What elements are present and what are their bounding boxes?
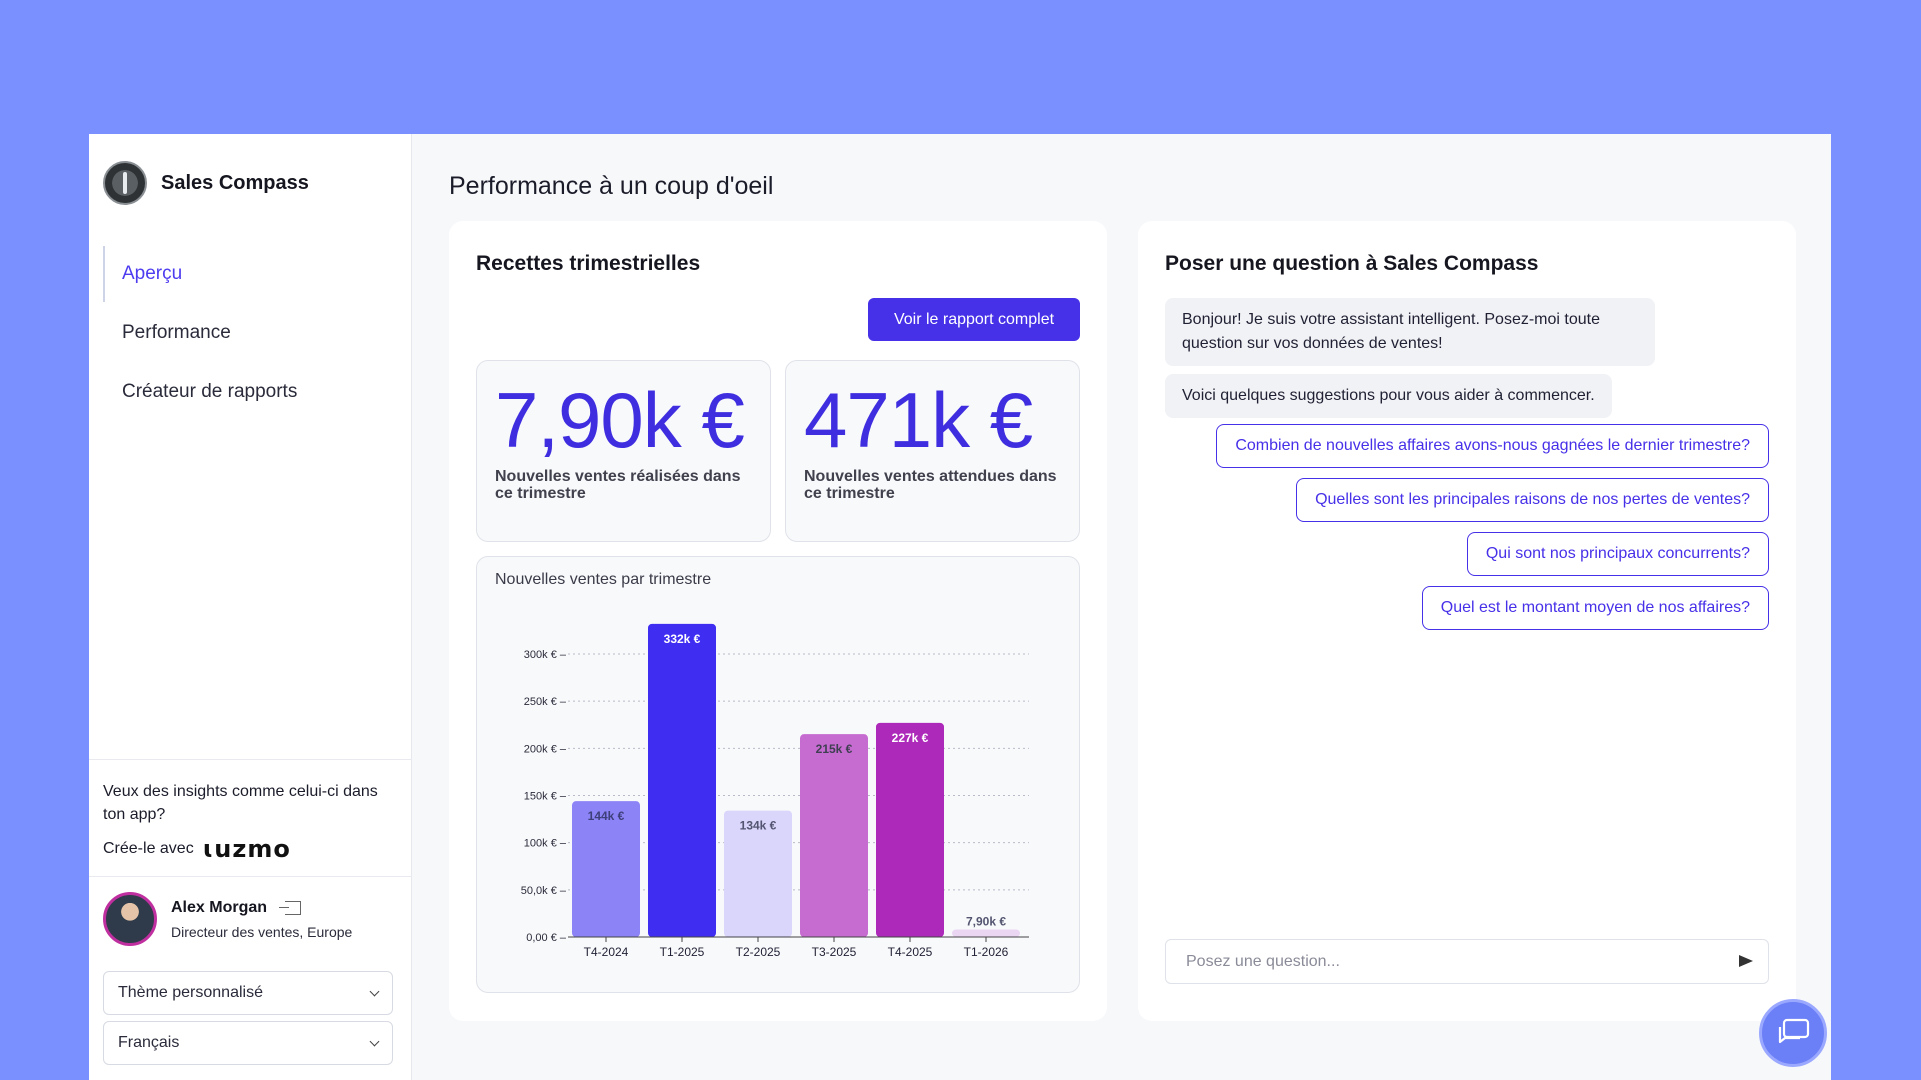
sales-chart: Nouvelles ventes par trimestre 0,00 € – 5… xyxy=(476,556,1080,993)
chart-title: Nouvelles ventes par trimestre xyxy=(495,571,712,588)
kpi-realized: 7,90k € Nouvelles ventes réalisées dans … xyxy=(476,360,771,542)
chat-card: Poser une question à Sales Compass Bonjo… xyxy=(1138,221,1796,1021)
brand-name: Sales Compass xyxy=(161,171,309,194)
kpi-realized-label: Nouvelles ventes réalisées dans ce trime… xyxy=(495,468,741,502)
kpi-expected-label: Nouvelles ventes attendues dans ce trime… xyxy=(804,468,1057,502)
data-label: 227k € xyxy=(892,731,929,745)
question-input[interactable] xyxy=(1165,939,1769,984)
avatar xyxy=(103,892,157,946)
suggestion-chip[interactable]: Combien de nouvelles affaires avons-nous… xyxy=(1216,424,1769,468)
chevron-down-icon xyxy=(369,986,380,996)
y-tick-label: 300k € – xyxy=(524,649,567,661)
y-tick-label: 200k € – xyxy=(524,743,567,755)
theme-select-value: Thème personnalisé xyxy=(118,984,263,1001)
x-tick-label: T4-2024 xyxy=(584,945,629,959)
x-tick-label: T4-2025 xyxy=(888,945,933,959)
chart-bar xyxy=(572,801,640,937)
compass-logo-icon xyxy=(103,161,147,205)
x-tick-label: T2-2025 xyxy=(736,945,781,959)
main-content: Performance à un coup d'oeil Recettes tr… xyxy=(412,134,1831,1080)
sidebar-item-report-builder[interactable]: Créateur de rapports xyxy=(122,381,298,402)
user-profile: Alex Morgan Directeur des ventes, Europe xyxy=(103,892,352,946)
user-name-row: Alex Morgan xyxy=(171,899,352,917)
promo-text: Veux des insights comme celui-ci dans to… xyxy=(103,783,378,823)
view-report-button[interactable]: Voir le rapport complet xyxy=(868,298,1080,341)
user-role: Directeur des ventes, Europe xyxy=(171,923,353,940)
revenue-card: Recettes trimestrielles Voir le rapport … xyxy=(449,221,1107,1021)
chat-title: Poser une question à Sales Compass xyxy=(1165,252,1539,275)
sidebar-nav: Aperçu Performance Créateur de rapports xyxy=(103,246,393,423)
chart-bar xyxy=(800,734,868,937)
chart-bar xyxy=(724,810,792,937)
page-title: Performance à un coup d'oeil xyxy=(449,172,774,200)
luzmo-logo[interactable]: ɩuzmo xyxy=(202,835,291,863)
chevron-down-icon xyxy=(369,1036,380,1046)
chat-bubbles-icon xyxy=(1778,1018,1810,1044)
y-tick-label: 100k € – xyxy=(524,838,567,850)
y-tick-label: 250k € – xyxy=(524,696,567,708)
chart-bar xyxy=(952,929,1020,937)
chart-bar xyxy=(876,722,944,937)
theme-select[interactable]: Thème personnalisé xyxy=(103,971,393,1015)
x-tick-label: T3-2025 xyxy=(812,945,857,959)
suggestion-chip[interactable]: Quel est le montant moyen de nos affaire… xyxy=(1421,586,1769,630)
x-tick-label: T1-2025 xyxy=(660,945,705,959)
kpi-realized-value: 7,90k € xyxy=(495,376,745,464)
user-name: Alex Morgan xyxy=(171,898,268,916)
language-select-value: Français xyxy=(118,1034,180,1051)
data-label: 144k € xyxy=(588,809,625,823)
luzmo-promo: Veux des insights comme celui-ci dans to… xyxy=(89,759,412,877)
send-icon[interactable] xyxy=(1739,955,1753,967)
logout-icon[interactable] xyxy=(279,900,302,915)
brand[interactable]: Sales Compass xyxy=(103,161,309,205)
y-tick-label: 0,00 € – xyxy=(526,932,567,944)
data-label: 134k € xyxy=(740,819,777,833)
kpi-expected-value: 471k € xyxy=(804,376,1033,464)
y-tick-label: 50,0k € – xyxy=(521,885,567,897)
assistant-intro: Voici quelques suggestions pour vous aid… xyxy=(1165,374,1612,418)
sidebar-item-performance[interactable]: Performance xyxy=(122,322,231,343)
data-label: 332k € xyxy=(664,632,701,646)
app-window: Sales Compass Aperçu Performance Créateu… xyxy=(89,134,1831,1080)
assistant-greeting: Bonjour! Je suis votre assistant intelli… xyxy=(1165,298,1655,366)
data-label: 7,90k € xyxy=(966,915,1006,929)
revenue-card-title: Recettes trimestrielles xyxy=(476,252,701,275)
suggestion-chip[interactable]: Qui sont nos principaux concurrents? xyxy=(1466,532,1769,576)
chart-canvas: 0,00 € – 50,0k € – 100k € – 150k € – 200k € … xyxy=(521,623,1029,959)
sidebar-item-apercu[interactable]: Aperçu xyxy=(103,246,393,302)
y-tick-label: 150k € – xyxy=(524,791,567,803)
chart-bar xyxy=(648,623,716,937)
promo-cta[interactable]: Crée-le avec ɩuzmo xyxy=(103,835,398,863)
kpi-expected: 471k € Nouvelles ventes attendues dans c… xyxy=(785,360,1080,542)
data-label: 215k € xyxy=(816,742,853,756)
x-tick-label: T1-2026 xyxy=(964,945,1009,959)
language-select[interactable]: Français xyxy=(103,1021,393,1065)
chat-launcher-button[interactable] xyxy=(1759,999,1827,1067)
promo-cta-label: Crée-le avec xyxy=(103,840,194,857)
suggestion-chip[interactable]: Quelles sont les principales raisons de … xyxy=(1296,478,1769,522)
sidebar: Sales Compass Aperçu Performance Créateu… xyxy=(89,134,412,1080)
